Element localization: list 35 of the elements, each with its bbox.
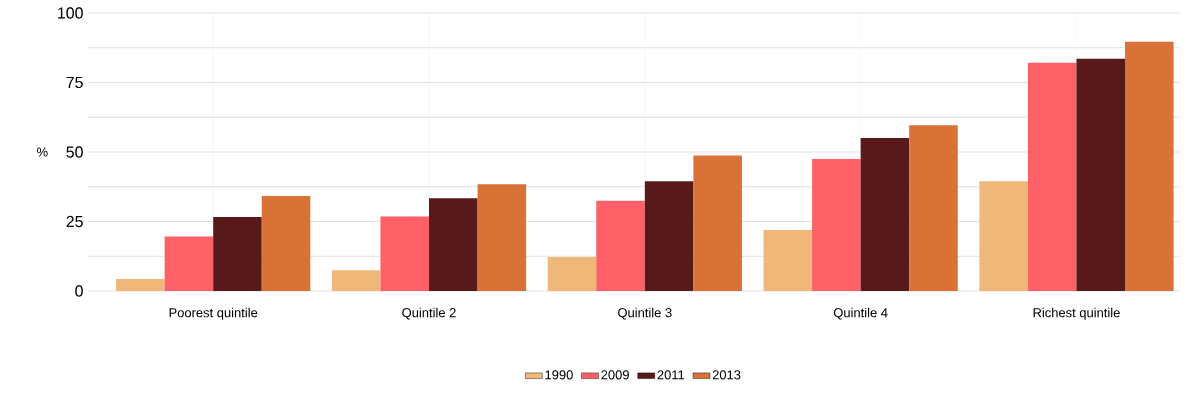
bar	[164, 236, 214, 291]
y-tick-label: 25	[66, 215, 83, 228]
y-tick-label: 50	[66, 146, 83, 158]
bar	[547, 257, 597, 291]
bar	[812, 158, 861, 291]
legend-label: 1990	[545, 370, 573, 380]
bar	[331, 270, 381, 291]
x-tick-label: Poorest quintile	[169, 307, 258, 320]
legend-label: 2009	[601, 370, 629, 380]
x-tick-label: Quintile 3	[618, 307, 672, 320]
bar	[1027, 62, 1077, 291]
bar	[596, 200, 645, 291]
y-axis-title: %	[37, 147, 48, 157]
y-tick-label: 0	[75, 285, 83, 297]
bar	[693, 155, 742, 291]
y-tick-label: 100	[58, 7, 83, 19]
bar	[860, 138, 910, 291]
x-tick-label: Quintile 2	[402, 307, 456, 320]
bar	[909, 125, 958, 291]
bar	[979, 181, 1028, 291]
legend-label: 2013	[712, 370, 741, 380]
bar	[116, 279, 165, 291]
x-tick-label: Quintile 4	[833, 307, 888, 320]
legend-label: 2011	[657, 370, 685, 380]
bar	[644, 181, 694, 291]
x-tick-label: Richest quintile	[1033, 307, 1120, 320]
bar	[429, 198, 478, 291]
bar	[1076, 58, 1126, 291]
bar	[261, 195, 311, 291]
bar	[213, 217, 262, 291]
bar	[763, 230, 813, 291]
y-tick-label: 75	[66, 76, 83, 89]
bar	[477, 184, 527, 291]
bar	[380, 216, 429, 291]
bar	[1125, 41, 1174, 291]
